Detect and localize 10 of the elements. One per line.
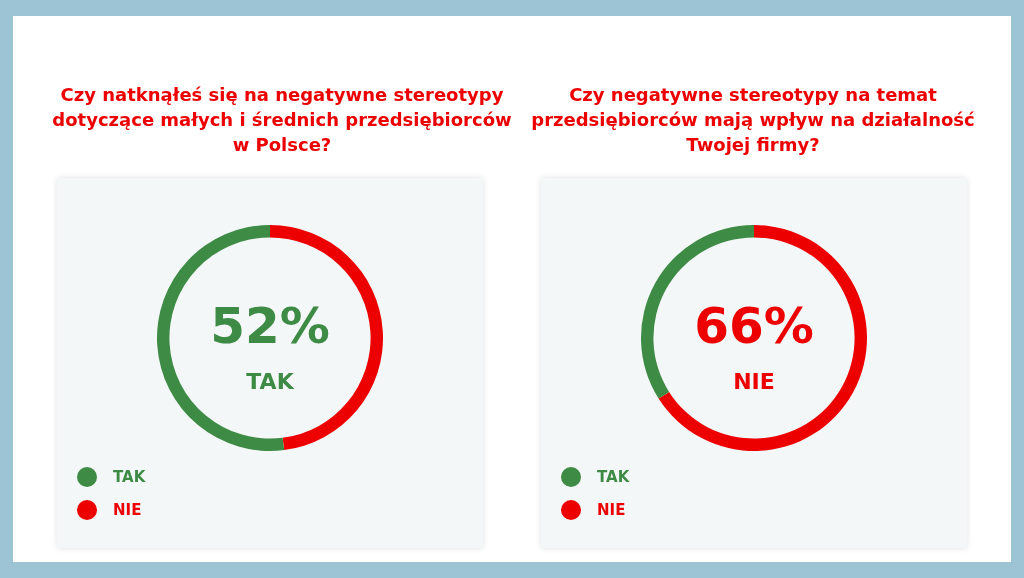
- slice-label: NIE: [733, 368, 775, 394]
- legend-label: TAK: [113, 467, 146, 486]
- data-label: 52%: [210, 296, 330, 355]
- chart-title: Czy natknąłeś się na negatywne stereotypy dotyczące małych i średnich przedsiębiorców w Polsce?: [51, 83, 513, 157]
- legend-label: TAK: [597, 467, 630, 486]
- legend-label: NIE: [113, 500, 142, 519]
- legend-label: NIE: [597, 500, 626, 519]
- data-label: 66%: [694, 296, 814, 355]
- chart-title: Czy negatywne stereotypy na temat przedsiębiorców mają wpływ na działalność Twojej firmy?: [530, 83, 976, 157]
- slice-label: TAK: [246, 368, 295, 394]
